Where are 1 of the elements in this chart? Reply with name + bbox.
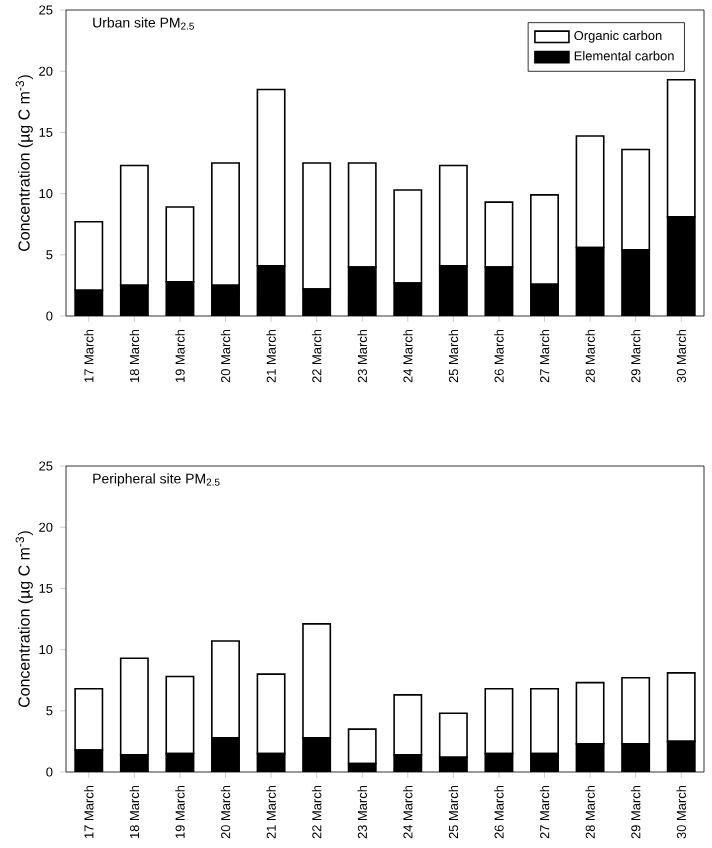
bar — [347, 728, 377, 765]
